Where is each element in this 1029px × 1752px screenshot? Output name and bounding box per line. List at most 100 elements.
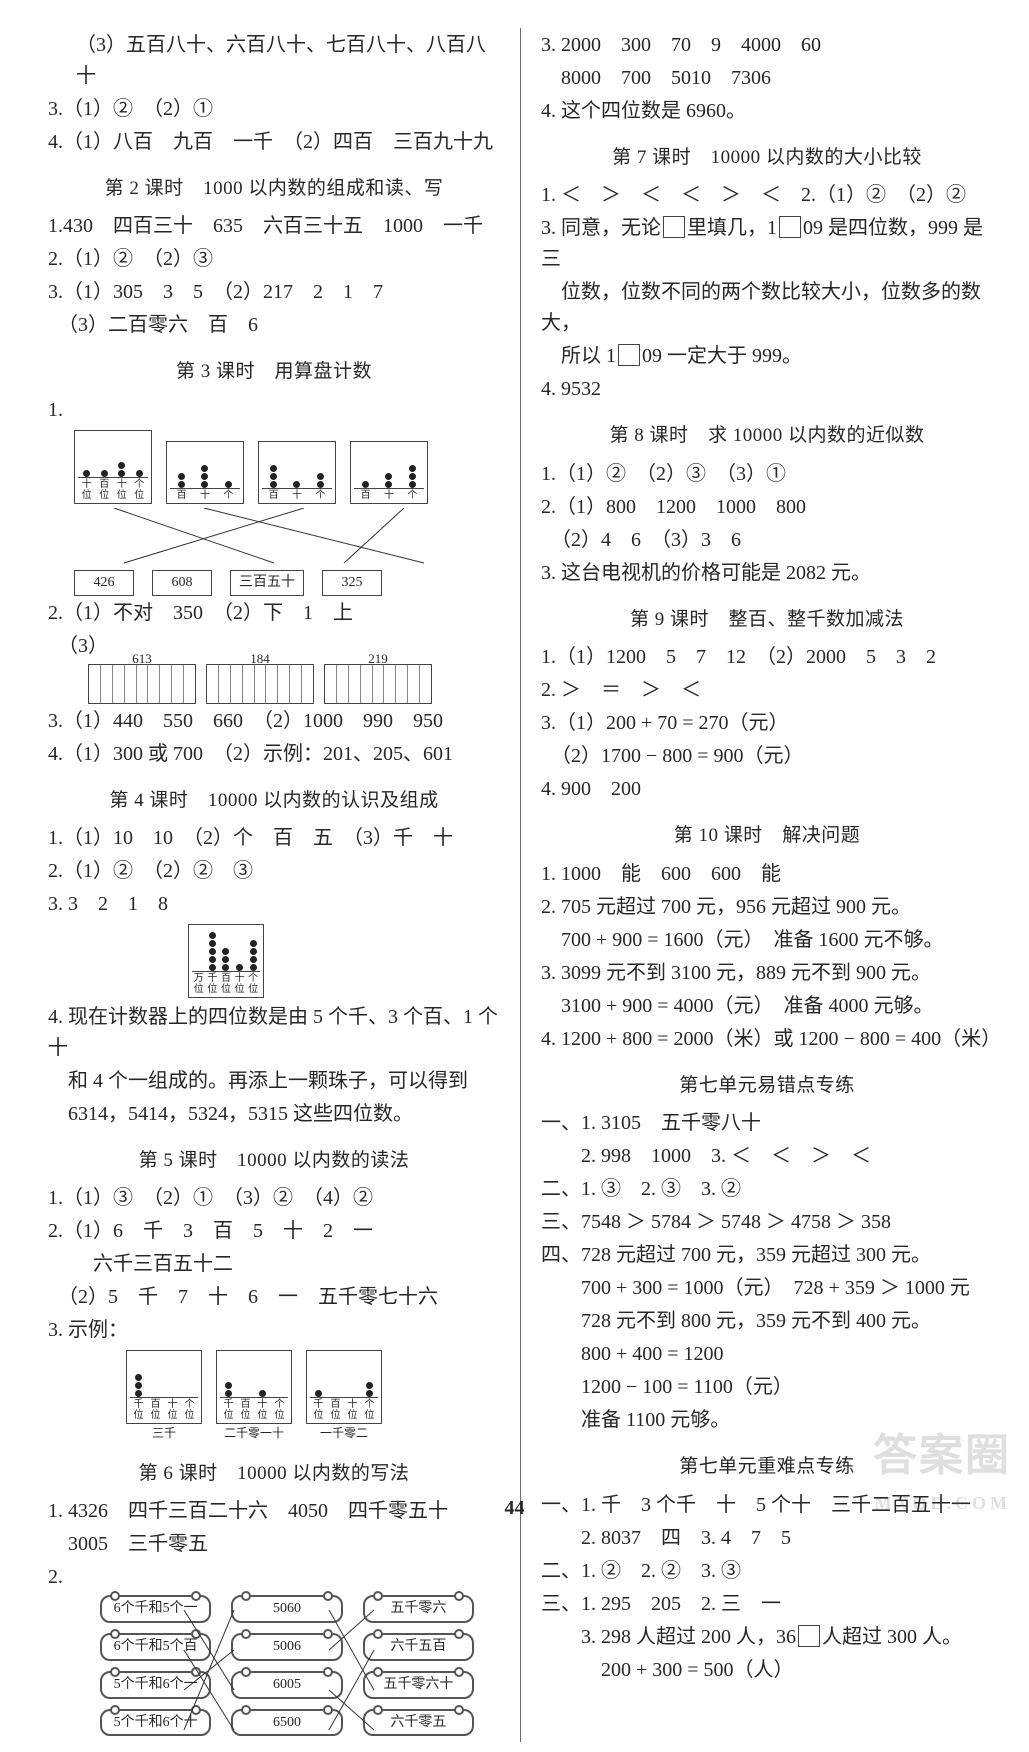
text: 4. 9532 <box>541 374 993 405</box>
q-label: 1. <box>48 395 500 426</box>
section-title: 第 5 课时 10000 以内数的读法 <box>48 1146 500 1175</box>
text: （2）1700 − 800 = 900（元） <box>541 741 993 772</box>
text: 3005 三千零五 <box>48 1529 500 1560</box>
cat-box: 5个千和6个一 <box>100 1671 211 1699</box>
text: 2.（1）② （2）③ <box>48 244 500 275</box>
section-title: 第 7 课时 10000 以内数的大小比较 <box>541 143 993 172</box>
text: 3. 示例： <box>48 1315 500 1346</box>
text: 2. 705 元超过 700 元，956 元超过 900 元。 <box>541 892 993 923</box>
cat-box: 6个千和5个一 <box>100 1595 211 1623</box>
text: 三、7548 ＞ 5784 ＞ 5748 ＞ 4758 ＞ 358 <box>541 1207 993 1238</box>
text: 4.（1）300 或 700 （2）示例：201、205、601 <box>48 739 500 770</box>
text: 1. ＜ ＞ ＜ ＜ ＞ ＜ 2.（1）② （2）② <box>541 180 993 211</box>
cat-box: 五千零六 <box>363 1595 474 1623</box>
column-divider <box>520 28 521 1742</box>
abacus: 百十个 <box>166 441 244 504</box>
cat-box: 五千零六十 <box>363 1671 474 1699</box>
text: 700 + 300 = 1000（元） 728 + 359 ＞ 1000 元 <box>541 1273 993 1304</box>
text: （3）二百零六 百 6 <box>48 310 500 341</box>
text: 3. 3 2 1 8 <box>48 889 500 920</box>
cat-box: 六千零五 <box>363 1709 474 1737</box>
text: 2.（1）② （2）② ③ <box>48 856 500 887</box>
abacus: 百十个 <box>258 441 336 504</box>
section-title: 第 2 课时 1000 以内数的组成和读、写 <box>48 174 500 203</box>
text: （3）五百八十、六百八十、七百八十、八百八十 <box>48 30 500 92</box>
watermark: 答案圈 MXQE.COM <box>873 1422 1011 1518</box>
text: 1.430 四百三十 635 六百三十五 1000 一千 <box>48 211 500 242</box>
text: 4. 1200 + 800 = 2000（米）或 1200 − 800 = 40… <box>541 1024 993 1055</box>
text: 2.（1）6 千 3 百 5 十 2 一 <box>48 1216 500 1247</box>
text: 位数，位数不同的两个数比较大小，位数多的数大， <box>541 277 993 339</box>
text: 200 + 300 = 500（人） <box>541 1655 993 1686</box>
long-abacus-row: 613 184 219 <box>88 664 500 704</box>
text: 1200 − 100 = 1100（元） <box>541 1372 993 1403</box>
text: 一、1. 3105 五千零八十 <box>541 1108 993 1139</box>
counter: 千位百位十位个位 <box>216 1350 292 1424</box>
text: 3.（1）305 3 5 （2）217 2 1 7 <box>48 277 500 308</box>
text: 1. 1000 能 600 600 能 <box>541 859 993 890</box>
plat-box: 426 <box>74 570 134 596</box>
text: 8000 700 5010 7306 <box>541 63 993 94</box>
text: 1.（1）1200 5 7 12 （2）2000 5 3 2 <box>541 642 993 673</box>
plat-box: 325 <box>322 570 382 596</box>
text: 3.（1）② （2）① <box>48 94 500 125</box>
text: 三、1. 295 205 2. 三 一 <box>541 1589 993 1620</box>
plat-box: 三百五十 <box>230 570 304 596</box>
cat-box: 5006 <box>231 1633 342 1661</box>
abacus: 十位百位十位个位 <box>74 430 152 504</box>
text: 二、1. ② 2. ② 3. ③ <box>541 1556 993 1587</box>
text: 3. 3099 元不到 3100 元，889 元不到 900 元。 <box>541 958 993 989</box>
text: 3. 这台电视机的价格可能是 2082 元。 <box>541 558 993 589</box>
text: 1. 4326 四千三百二十六 4050 四千零五十 <box>48 1496 500 1527</box>
text: 二、1. ③ 2. ③ 3. ② <box>541 1174 993 1205</box>
text: 3.（1）200 + 70 = 270（元） <box>541 708 993 739</box>
counter: 千位百位十位个位 <box>126 1350 202 1424</box>
section-title: 第七单元易错点专练 <box>541 1071 993 1100</box>
text: 六千三百五十二 <box>48 1249 500 1280</box>
section-title: 第 8 课时 求 10000 以内数的近似数 <box>541 421 993 450</box>
counter-row: 万位千位百位十位个位 <box>188 924 500 998</box>
match-lines <box>74 508 494 568</box>
text: 2.（1）800 1200 1000 800 <box>541 492 993 523</box>
text: 所以 109 一定大于 999。 <box>541 341 993 372</box>
blank-box <box>663 216 685 238</box>
cat-box: 6500 <box>231 1709 342 1737</box>
text: 和 4 个一组成的。再添上一颗珠子，可以得到 <box>48 1066 500 1097</box>
page-number: 44 <box>505 1493 525 1524</box>
left-column: （3）五百八十、六百八十、七百八十、八百八十 3.（1）② （2）① 4.（1）… <box>48 28 500 1742</box>
text: 3. 同意，无论里填几，109 是四位数，999 是三 <box>541 213 993 275</box>
cat-box: 5060 <box>231 1595 342 1623</box>
text: 2. 8037 四 3. 4 7 5 <box>541 1523 993 1554</box>
text: 6314，5414，5324，5315 这些四位数。 <box>48 1099 500 1130</box>
section-title: 第 9 课时 整百、整千数加减法 <box>541 605 993 634</box>
text: 1.（1）② （2）③ （3）① <box>541 459 993 490</box>
text: 728 元不到 800 元，359 元不到 400 元。 <box>541 1306 993 1337</box>
cat-grid: 6个千和5个一 5060 五千零六 6个千和5个百 5006 六千五百 5个千和… <box>100 1595 474 1736</box>
section-title: 第 10 课时 解决问题 <box>541 821 993 850</box>
text: （2）4 6 （3）3 6 <box>541 525 993 556</box>
cat-box: 5个千和6个十 <box>100 1709 211 1737</box>
text: 4.（1）八百 九百 一千 （2）四百 三百九十九 <box>48 127 500 158</box>
long-abacus: 184 <box>206 664 314 704</box>
text: （2）5 千 7 十 6 一 五千零七十六 <box>48 1282 500 1313</box>
text: 四、728 元超过 700 元，359 元超过 300 元。 <box>541 1240 993 1271</box>
text: 1.（1）10 10 （2）个 百 五 （3）千 十 <box>48 823 500 854</box>
text: 4. 900 200 <box>541 774 993 805</box>
blank-box <box>798 1625 820 1647</box>
cat-box: 6个千和5个百 <box>100 1633 211 1661</box>
long-abacus: 219 <box>324 664 432 704</box>
text: 800 + 400 = 1200 <box>541 1339 993 1370</box>
section-title: 第 6 课时 10000 以内数的写法 <box>48 1459 500 1488</box>
text: 700 + 900 = 1600（元） 准备 1600 元不够。 <box>541 925 993 956</box>
abacus: 百十个 <box>350 441 428 504</box>
blank-box <box>618 344 640 366</box>
counter: 千位百位十位个位 <box>306 1350 382 1424</box>
section-title: 第 3 课时 用算盘计数 <box>48 357 500 386</box>
long-abacus: 613 <box>88 664 196 704</box>
abacus-row: 十位百位十位个位 百十个 百十个 百十个 <box>74 430 500 504</box>
counter-row: 千位百位十位个位 三千 千位百位十位个位 二千零一十 千位百位十位个位 一千零二 <box>126 1350 500 1443</box>
text: 3100 + 900 = 4000（元） 准备 4000 元够。 <box>541 991 993 1022</box>
plat-row: 426 608 三百五十 325 <box>74 570 500 596</box>
cat-box: 六千五百 <box>363 1633 474 1661</box>
section-title: 第 4 课时 10000 以内数的认识及组成 <box>48 786 500 815</box>
